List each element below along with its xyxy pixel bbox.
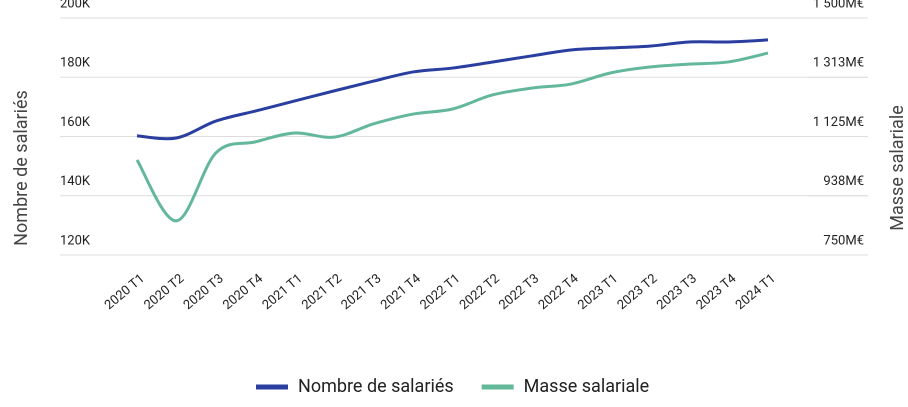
series-line [135, 51, 769, 223]
x-tick-label: 2021 T3 [339, 271, 385, 313]
x-tick-label: 2020 T2 [141, 271, 187, 313]
x-tick-label: 2022 T2 [457, 271, 503, 313]
x-tick-label: 2021 T4 [378, 271, 424, 313]
x-tick-label: 2020 T3 [181, 271, 227, 313]
x-tick-label: 2020 T1 [102, 271, 148, 313]
series-line [136, 38, 769, 141]
y-tick-label: 180K [60, 56, 91, 71]
y-tick-label: 140K [60, 174, 91, 189]
x-tick-label: 2024 T1 [733, 271, 779, 313]
x-tick-label: 2022 T1 [417, 271, 463, 313]
y2-tick-label: 1 125M€ [813, 115, 864, 130]
y2-tick-label: 750M€ [823, 233, 864, 248]
y-axis-title: Nombre de salariés [11, 90, 32, 246]
y2-tick-label: 938M€ [823, 174, 864, 189]
x-tick-label: 2023 T3 [654, 271, 700, 313]
x-tick-label: 2022 T3 [496, 271, 542, 313]
y-tick-label: 160K [60, 115, 91, 130]
y-tick-label: 200K [60, 0, 91, 11]
legend-label: Masse salariale [524, 376, 650, 397]
x-tick-label: 2021 T1 [260, 271, 306, 313]
x-tick-label: 2022 T4 [536, 271, 582, 313]
y-tick-label: 120K [60, 233, 91, 248]
y2-tick-label: 1 500M€ [813, 0, 864, 11]
x-tick-label: 2023 T4 [693, 271, 739, 313]
x-tick-label: 2023 T1 [575, 271, 621, 313]
x-tick-label: 2023 T2 [615, 271, 661, 313]
legend-label: Nombre de salariés [298, 376, 454, 397]
x-tick-label: 2021 T2 [299, 271, 345, 313]
x-tick-label: 2020 T4 [220, 271, 266, 313]
y2-tick-label: 1 313M€ [813, 56, 864, 71]
y2-axis-title: Masse salariale [887, 105, 908, 231]
